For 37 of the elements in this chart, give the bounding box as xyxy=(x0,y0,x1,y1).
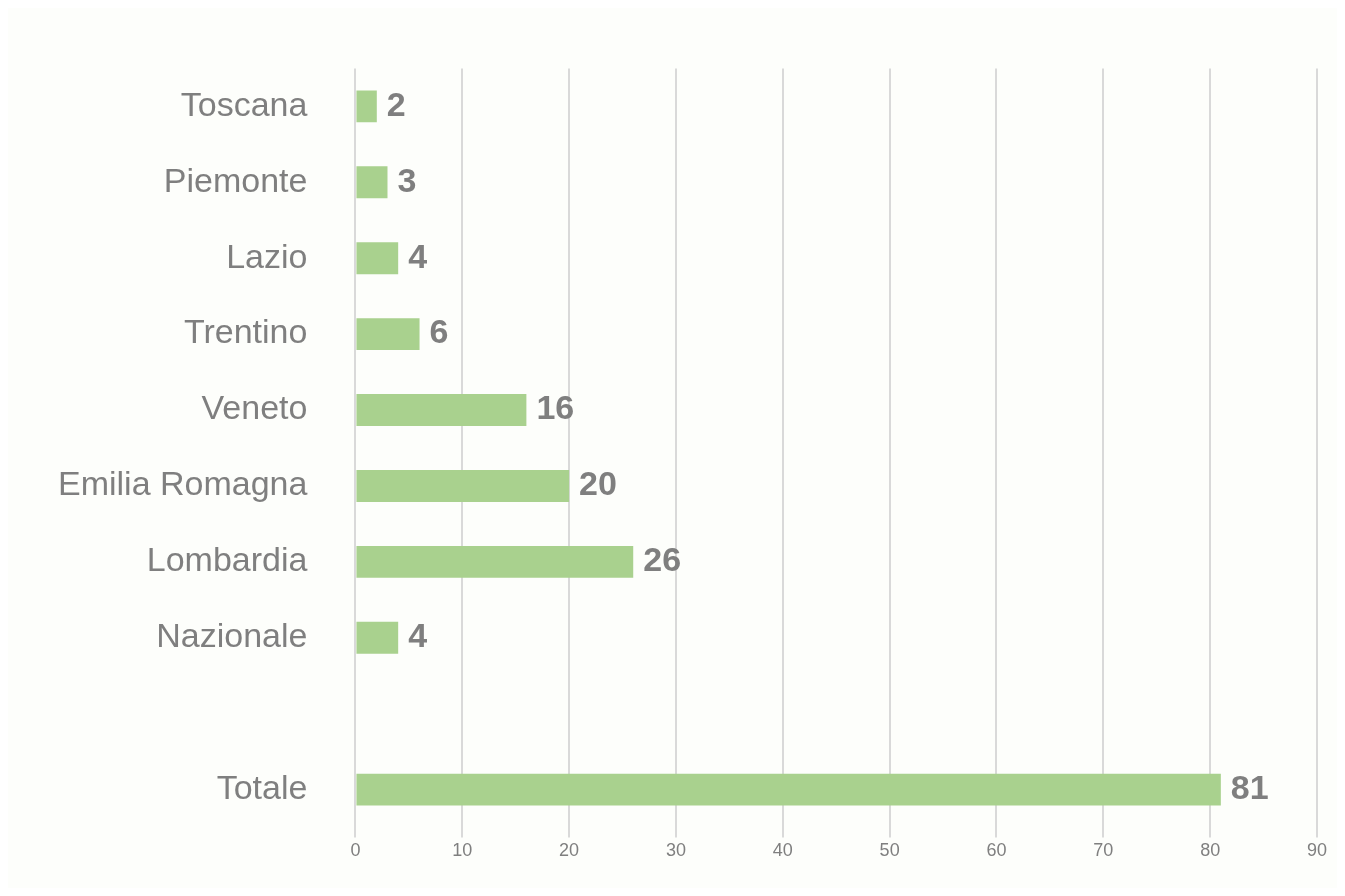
bar xyxy=(356,470,570,502)
data-label: 4 xyxy=(408,236,428,275)
bar xyxy=(356,90,377,123)
data-label: 20 xyxy=(579,464,617,503)
y-tick-label: Lazio xyxy=(226,236,308,275)
x-tick-label: 40 xyxy=(772,840,793,861)
y-tick-label: Trentino xyxy=(183,312,308,351)
data-label: 26 xyxy=(643,540,682,579)
y-tick-label: Piemonte xyxy=(163,160,308,199)
data-label: 2 xyxy=(386,84,406,123)
data-label: 4 xyxy=(408,616,428,655)
x-tick-label: 10 xyxy=(452,840,473,861)
data-label: 3 xyxy=(397,160,417,199)
x-tick-label: 30 xyxy=(665,840,686,861)
x-tick-label: 70 xyxy=(1093,840,1114,861)
x-tick-label: 0 xyxy=(350,840,361,861)
x-tick-label: 60 xyxy=(986,840,1007,861)
y-tick-label: Lombardia xyxy=(146,540,308,579)
bar xyxy=(356,621,399,654)
y-tick-label: Nazionale xyxy=(156,616,308,655)
y-tick-label: Veneto xyxy=(201,388,308,427)
x-tick-label: 20 xyxy=(559,840,580,861)
y-tick-label: Toscana xyxy=(180,84,308,123)
bar xyxy=(356,318,420,351)
bar xyxy=(356,242,399,275)
x-tick-label: 50 xyxy=(879,840,900,861)
bar xyxy=(356,394,527,426)
y-tick-label: Totale xyxy=(216,768,308,807)
x-tick-label: 80 xyxy=(1200,840,1221,861)
data-label: 16 xyxy=(536,388,575,427)
data-label: 6 xyxy=(429,312,449,351)
data-label: 81 xyxy=(1230,768,1269,807)
x-tick-label: 90 xyxy=(1306,840,1328,861)
bar xyxy=(356,166,388,199)
bar xyxy=(356,773,1221,806)
bar xyxy=(356,545,634,578)
y-tick-label: Emilia Romagna xyxy=(57,464,308,503)
